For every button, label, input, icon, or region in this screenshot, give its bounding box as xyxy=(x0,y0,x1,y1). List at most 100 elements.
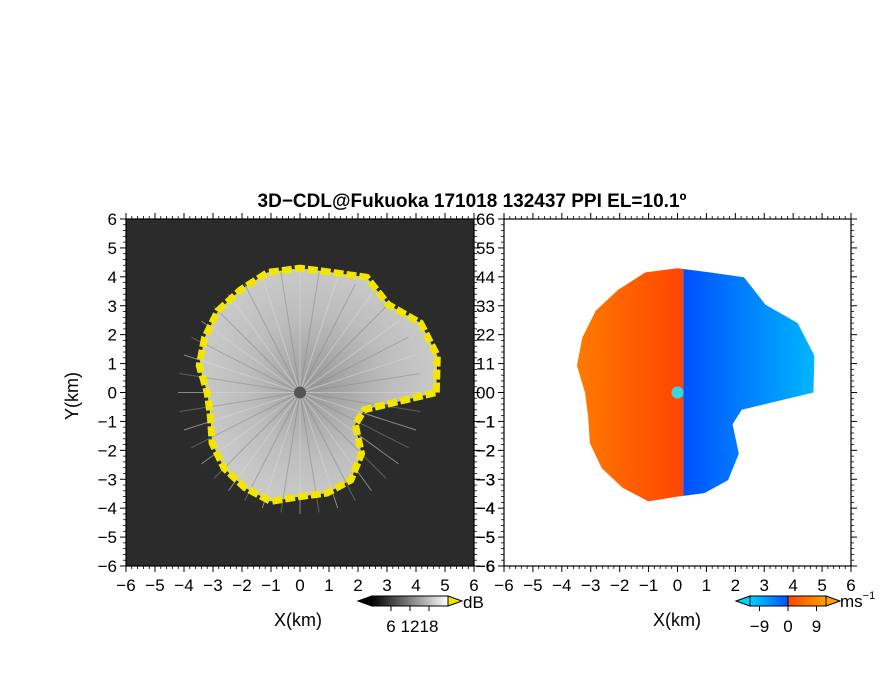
colorbar-gradient xyxy=(371,595,449,607)
radial-streak xyxy=(299,293,372,393)
radial-streak xyxy=(213,306,301,393)
colorbar-unit-label: dB xyxy=(463,593,484,612)
x-tick-label: −3 xyxy=(581,576,600,595)
y-tick-label: −4 xyxy=(476,499,495,518)
y-tick-label: −6 xyxy=(476,557,495,576)
y-tick-label: 5 xyxy=(486,239,495,258)
colorbar-high-triangle xyxy=(825,595,842,607)
radial-streak xyxy=(299,392,416,431)
radial-streak xyxy=(299,354,416,393)
radial-streak xyxy=(213,392,301,479)
y-tick-label-right: 0 xyxy=(476,384,485,403)
radial-streak xyxy=(299,320,399,393)
x-tick-label: −5 xyxy=(145,576,164,595)
colorbar-unit-label: ms−1 xyxy=(840,590,875,611)
radar-center-marker xyxy=(294,386,306,399)
x-tick-label: −2 xyxy=(610,576,629,595)
velocity-colorbar: −9 0 9 ms−1 xyxy=(734,590,875,636)
y-tick-label-right: −1 xyxy=(476,412,495,431)
x-tick-label: 3 xyxy=(382,576,391,595)
x-tick-label: 2 xyxy=(353,576,362,595)
y-tick-label: 3 xyxy=(486,297,495,316)
radial-streak xyxy=(299,392,372,492)
x-tick-label: 4 xyxy=(411,576,420,595)
radial-streak xyxy=(299,373,421,393)
x-tick-label: 5 xyxy=(440,576,449,595)
left-axis-ticks: −6 −5 −4 −3 −2 −1 0 1 2 3 4 5 6−6 −6−5 −5−4 −4−3 −3−2 −2−… xyxy=(98,210,496,595)
radial-streak xyxy=(299,284,356,393)
radial-streak xyxy=(299,392,399,465)
y-tick-label: −1 xyxy=(98,412,117,431)
right-x-axis-label: X(km) xyxy=(653,610,701,630)
x-tick-label: −4 xyxy=(174,576,193,595)
radial-streak xyxy=(299,336,409,393)
colorbar-ticks: 6 12 18 xyxy=(386,606,438,636)
y-tick-label-right: 1 xyxy=(476,355,485,374)
y-tick-label: 6 xyxy=(108,210,117,229)
radial-streaks xyxy=(178,271,422,514)
radial-streak xyxy=(280,392,301,513)
figure-title: 3D−CDL@Fukuoka 171018 132437 PPI EL=10.1… xyxy=(258,191,687,212)
colorbar-high-triangle xyxy=(447,595,464,607)
y-tick-label-right: −2 xyxy=(476,441,495,460)
x-tick-label: 3 xyxy=(760,576,769,595)
left-x-axis-label: X(km) xyxy=(274,610,322,630)
y-tick-label: 1 xyxy=(486,355,495,374)
radial-streak xyxy=(201,320,301,393)
x-tick-label: 1 xyxy=(324,576,333,595)
radial-streak xyxy=(184,392,301,431)
left-panel: −6 −5 −4 −3 −2 −1 0 1 2 3 4 5 6−6 −6−5 −5−4 −4−3 −3−2 −2−… xyxy=(62,210,495,636)
radial-streak xyxy=(299,272,320,393)
colorbar-tick-label: 9 xyxy=(812,617,821,636)
y-tick-label: −5 xyxy=(476,528,495,547)
y-tick-label: 2 xyxy=(486,326,495,345)
radial-streak xyxy=(299,392,356,501)
x-tick-label: 0 xyxy=(295,576,304,595)
y-tick-label: −3 xyxy=(98,470,117,489)
radial-streak xyxy=(299,392,421,412)
reflectivity-echo-region xyxy=(199,268,438,502)
radar-center-marker-velocity xyxy=(671,386,684,399)
y-tick-label: 1 xyxy=(108,355,117,374)
radial-streak xyxy=(261,392,301,509)
radial-streak xyxy=(191,392,301,449)
colorbar-low-triangle xyxy=(734,595,751,607)
x-tick-label: −4 xyxy=(552,576,571,595)
x-tick-label: −6 xyxy=(116,576,135,595)
x-tick-label: 6 xyxy=(846,576,855,595)
colorbar-positive xyxy=(787,595,827,607)
colorbar-tick-label: 12 xyxy=(401,617,420,636)
colorbar-low-triangle xyxy=(356,595,373,607)
y-tick-label: −2 xyxy=(98,441,117,460)
colorbar-tick-label: 0 xyxy=(783,617,792,636)
radial-streak xyxy=(228,293,301,393)
x-tick-label: −1 xyxy=(639,576,658,595)
y-tick-label-right: 2 xyxy=(476,326,485,345)
colorbar-tick-label: −9 xyxy=(750,617,769,636)
y-tick-label: −4 xyxy=(98,499,117,518)
y-tick-label: 3 xyxy=(108,297,117,316)
colorbar-tick-label: 18 xyxy=(420,617,439,636)
y-tick-label-right: −6 xyxy=(476,557,495,576)
x-tick-label: 6 xyxy=(469,576,478,595)
y-tick-label: −2 xyxy=(476,441,495,460)
radial-streak xyxy=(280,272,301,393)
echo-edge-highlight xyxy=(195,264,441,506)
y-tick-label-right: −4 xyxy=(476,499,495,518)
y-tick-label-right: 3 xyxy=(476,297,485,316)
x-tick-label: −1 xyxy=(261,576,280,595)
colorbar-unit: ms xyxy=(840,592,863,611)
y-tick-label-right: 5 xyxy=(476,239,485,258)
x-tick-label: 4 xyxy=(788,576,797,595)
radial-streak xyxy=(244,284,301,393)
x-tick-label: −2 xyxy=(232,576,251,595)
y-tick-label: −6 xyxy=(98,557,117,576)
y-tick-label: −1 xyxy=(476,412,495,431)
left-y-axis-label: Y(km) xyxy=(62,372,82,420)
y-tick-label: −3 xyxy=(476,470,495,489)
radial-streak xyxy=(299,306,387,393)
x-tick-label: 0 xyxy=(673,576,682,595)
radial-streak xyxy=(261,276,301,393)
